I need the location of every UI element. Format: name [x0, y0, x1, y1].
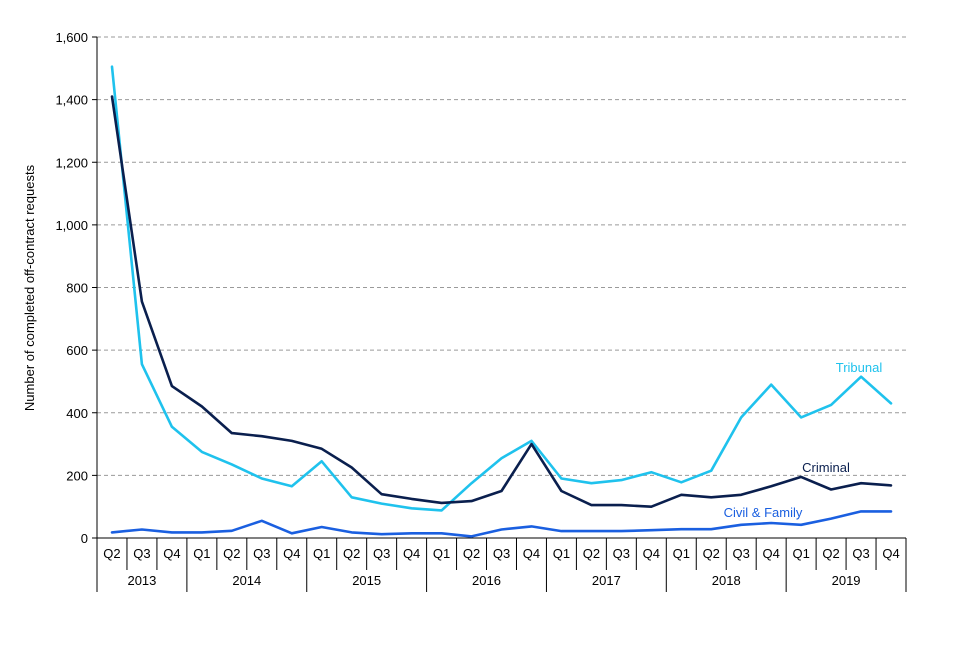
x-tick-label: Q1: [673, 546, 690, 561]
x-tick-label: Q4: [283, 546, 300, 561]
y-tick-label: 600: [66, 343, 88, 358]
axes: [96, 37, 906, 539]
year-label: 2018: [712, 573, 741, 588]
series-line-tribunal: [110, 65, 893, 512]
y-axis-ticks: 0 200 400 600 800 1,000 1,200 1,400 1,600: [55, 30, 97, 546]
x-tick-label: Q3: [373, 546, 390, 561]
series-label: Civil & Family: [724, 505, 803, 520]
x-tick-label: Q3: [253, 546, 270, 561]
x-tick-label: Q2: [103, 546, 120, 561]
y-tick-label: 400: [66, 406, 88, 421]
series-line-civil-family: [110, 510, 893, 538]
x-tick-label: Q2: [463, 546, 480, 561]
x-tick-label: Q3: [852, 546, 869, 561]
x-tick-label: Q2: [223, 546, 240, 561]
x-tick-label: Q3: [133, 546, 150, 561]
y-axis-label: Number of completed off-contract request…: [22, 164, 37, 411]
x-tick-label: Q2: [343, 546, 360, 561]
series-label: Tribunal: [836, 360, 883, 375]
x-tick-label: Q3: [613, 546, 630, 561]
year-label: 2016: [472, 573, 501, 588]
x-tick-label: Q2: [583, 546, 600, 561]
x-tick-label: Q1: [553, 546, 570, 561]
x-tick-label: Q3: [733, 546, 750, 561]
x-tick-label: Q1: [193, 546, 210, 561]
x-tick-label: Q4: [762, 546, 779, 561]
y-tick-label: 200: [66, 468, 88, 483]
x-tick-label: Q2: [703, 546, 720, 561]
series-label: Criminal: [802, 460, 850, 475]
year-label: 2014: [232, 573, 261, 588]
y-tick-label: 800: [66, 281, 88, 296]
year-label: 2019: [832, 573, 861, 588]
y-tick-label: 1,200: [55, 155, 88, 170]
y-tick-label: 0: [81, 531, 88, 546]
y-tick-label: 1,000: [55, 218, 88, 233]
x-tick-label: Q3: [493, 546, 510, 561]
year-labels: 2013 2014 2015 2016 2017 2018 2019: [96, 570, 907, 592]
series-lines: [110, 65, 893, 538]
x-axis-ticks: Q2 Q3 Q4 Q1 Q2 Q3 Q4 Q1 Q2 Q3 Q4 Q1 Q2 Q3 Q4 Q1 Q2 Q3 Q4 Q1…: [96, 538, 907, 570]
x-tick-label: Q1: [792, 546, 809, 561]
gridlines: [97, 36, 906, 476]
x-tick-label: Q4: [403, 546, 420, 561]
x-tick-label: Q4: [163, 546, 180, 561]
y-tick-label: 1,400: [55, 93, 88, 108]
y-tick-label: 1,600: [55, 30, 88, 45]
year-label: 2017: [592, 573, 621, 588]
year-label: 2015: [352, 573, 381, 588]
x-tick-label: Q4: [882, 546, 899, 561]
series-labels: Tribunal Criminal Civil & Family: [724, 360, 883, 520]
x-tick-label: Q1: [433, 546, 450, 561]
series-line-criminal: [110, 95, 893, 509]
year-label: 2013: [127, 573, 156, 588]
x-tick-label: Q4: [643, 546, 660, 561]
x-tick-label: Q2: [822, 546, 839, 561]
x-tick-label: Q1: [313, 546, 330, 561]
x-tick-label: Q4: [523, 546, 540, 561]
